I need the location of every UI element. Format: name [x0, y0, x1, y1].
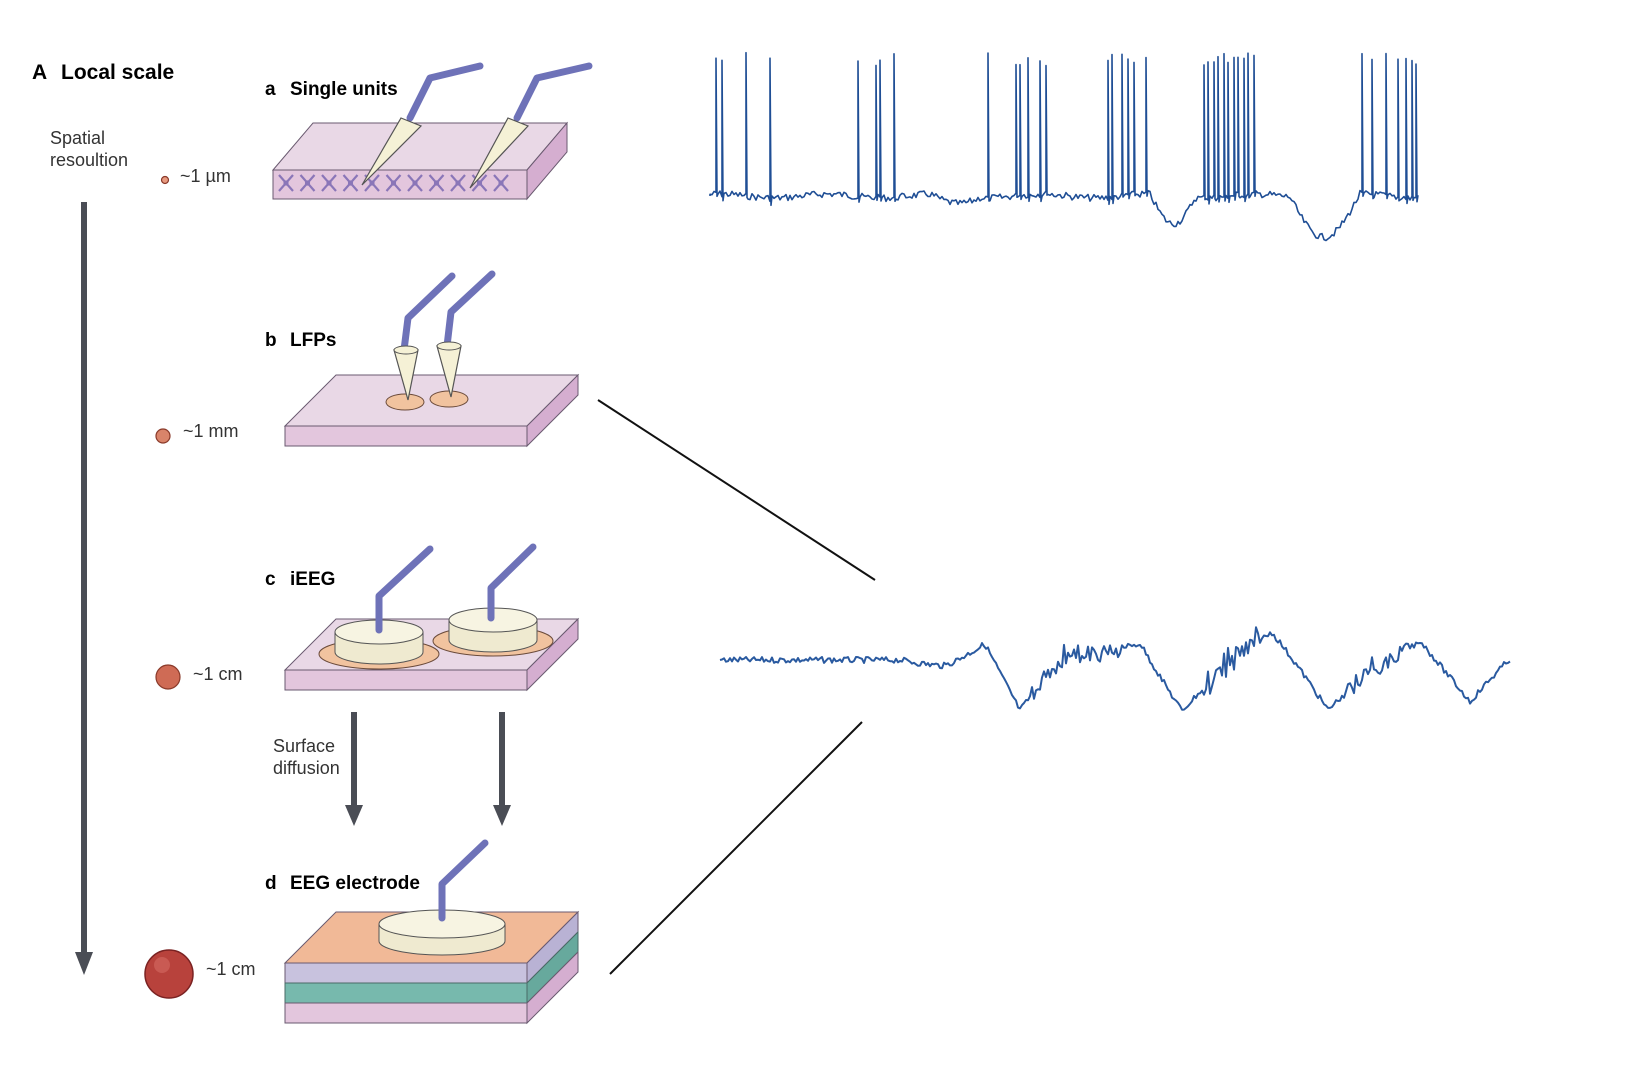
diffusion-arrow-right [493, 712, 511, 826]
section-letter: A [32, 61, 47, 84]
axis-label-line1: Spatial [50, 128, 105, 148]
panel-a-letter: a [265, 79, 276, 100]
ieeg-disc-electrode-1 [318, 545, 440, 670]
lfp-trace [719, 626, 1511, 711]
panel-d-letter: d [265, 873, 277, 894]
neuron-soma [498, 180, 504, 186]
resolution-arrow [75, 202, 93, 975]
diffusion-label-line2: diffusion [273, 758, 340, 778]
neuron-soma [455, 180, 461, 186]
neuron-soma [390, 180, 397, 186]
zoom-line-upper [597, 399, 876, 581]
neuron-soma [326, 180, 332, 186]
neuron-soma [283, 180, 289, 186]
section-title: Local scale [61, 61, 174, 84]
ieeg-disc-electrode-2 [432, 543, 554, 657]
single-unit-electrode-1 [361, 62, 484, 186]
diffusion-arrow-left [345, 712, 363, 826]
lfp-electrode-1 [385, 272, 456, 411]
scale-marker-c: ~1 cm [155, 664, 243, 690]
axis-label-line2: resoultion [50, 150, 128, 170]
panel-b-title: LFPs [290, 330, 336, 351]
diffusion-label-line1: Surface [273, 736, 335, 756]
scale-marker-a: ~1 µm [160, 166, 231, 186]
neuron-row [278, 174, 509, 192]
scale-label-a: ~1 µm [180, 166, 231, 186]
panel-d-title: EEG electrode [290, 873, 420, 894]
panel-b-tissue-block [283, 373, 580, 448]
lfp-electrode-2 [429, 270, 496, 408]
neuron-soma [433, 180, 440, 186]
single-unit-electrode-2 [469, 62, 593, 189]
scale-marker-b: ~1 mm [155, 421, 239, 444]
scale-marker-d: ~1 cm [144, 949, 256, 999]
neuron-soma [476, 180, 483, 186]
eeg-layered-block [283, 910, 580, 1025]
scale-label-d: ~1 cm [206, 959, 256, 979]
scale-label-c: ~1 cm [193, 664, 243, 684]
panel-c-title: iEEG [290, 569, 335, 590]
neuron-soma [369, 180, 375, 186]
neuron-soma [412, 180, 418, 186]
neuron-soma [347, 180, 354, 186]
panel-a-title: Single units [290, 79, 398, 100]
zoom-line-lower [609, 721, 863, 975]
scale-label-b: ~1 mm [183, 421, 239, 441]
single-unit-trace [709, 51, 1419, 242]
eeg-disc-electrode [378, 839, 506, 956]
panel-b-letter: b [265, 330, 277, 351]
neuron-soma [304, 180, 311, 186]
panel-c-letter: c [265, 569, 276, 590]
